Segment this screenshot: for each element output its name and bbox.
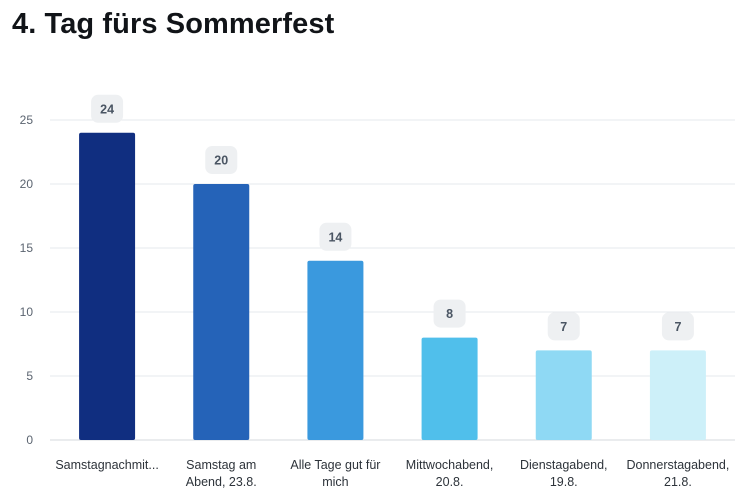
y-tick-label: 5 [26,369,33,383]
x-tick-label: Dienstagabend, 19.8. [520,458,608,489]
data-label-badge [433,299,466,328]
data-label: 8 [446,307,453,321]
x-tick-label: Mittwochabend, 20.8. [406,458,494,489]
data-label-badge [547,312,580,341]
data-label: 14 [328,230,342,244]
data-label-badge [205,146,238,174]
x-tick-label: Samstag am Abend, 23.8. [186,458,257,489]
data-label-badge [319,222,352,251]
bar [649,350,706,440]
bar [193,184,250,440]
y-tick-label: 0 [26,433,33,447]
bar [307,260,364,440]
bar [79,132,136,441]
data-label-badge [91,94,124,123]
y-tick-label: 20 [20,177,34,191]
data-label-badge [661,312,694,341]
data-label: 20 [214,154,228,168]
y-tick-label: 10 [20,305,34,319]
y-tick-label: 15 [20,241,34,255]
data-label: 7 [560,320,567,334]
x-tick-label: Donnerstagabend, 21.8. [626,458,729,489]
x-tick-label: Alle Tage gut für mich [290,458,380,489]
x-tick-label: Samstagnachmit... [55,458,159,472]
bar [421,337,478,440]
chart-title: 4. Tag fürs Sommerfest [12,8,335,40]
y-tick-label: 25 [20,113,34,127]
data-label: 24 [100,102,114,116]
bar [535,350,592,440]
data-label: 7 [674,320,681,334]
